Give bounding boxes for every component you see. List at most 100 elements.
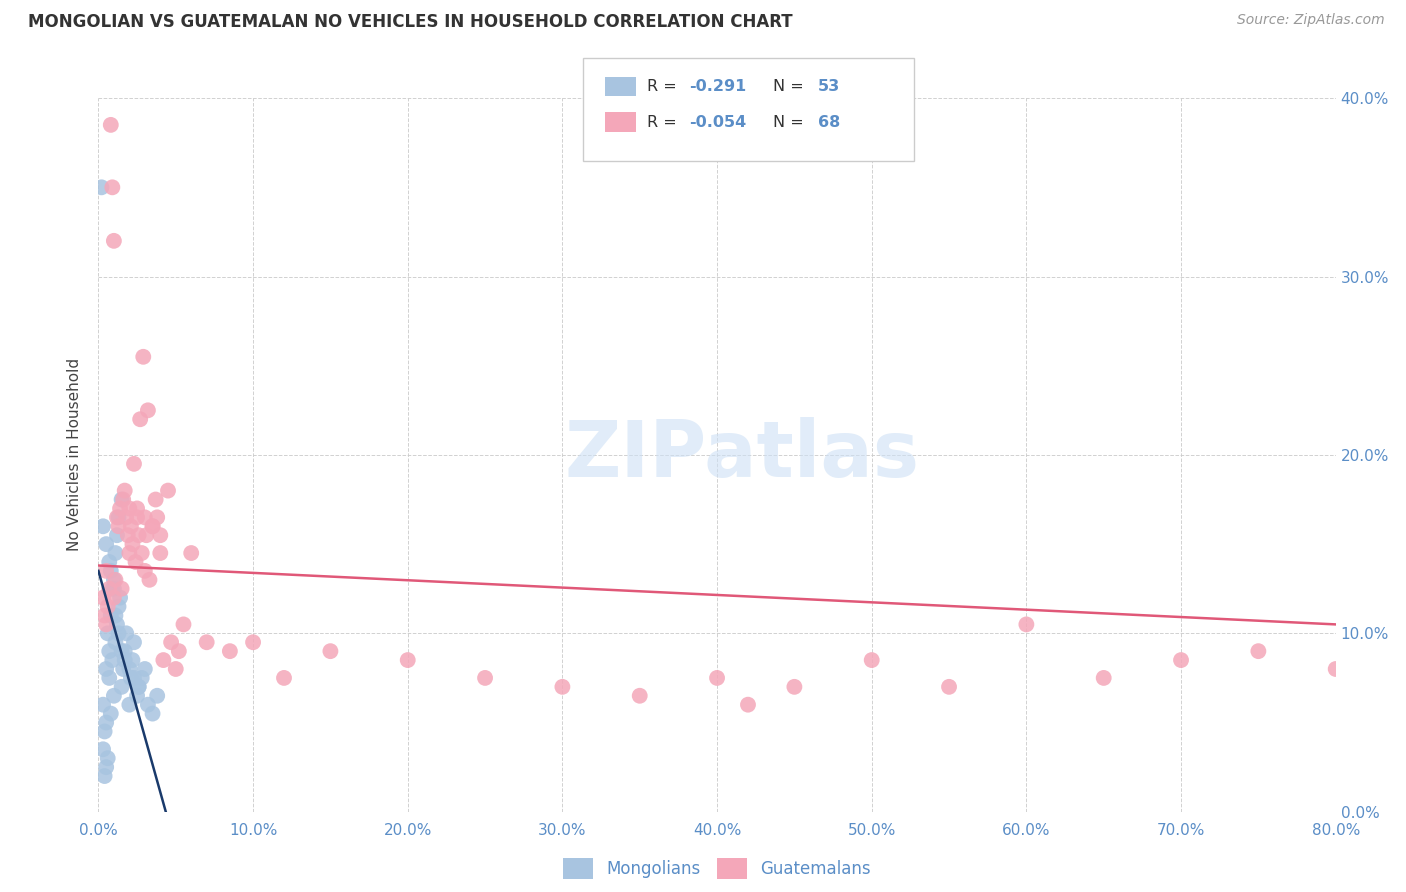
Point: [134, 510, 156, 524]
Point: [93, 724, 115, 739]
Point: [115, 510, 138, 524]
Y-axis label: No Vehicles in Household: No Vehicles in Household: [67, 359, 83, 551]
Point: [114, 483, 136, 498]
Point: [167, 644, 190, 658]
Point: [98, 644, 121, 658]
Point: [396, 653, 419, 667]
Point: [157, 483, 180, 498]
Point: [136, 698, 159, 712]
Point: [118, 546, 141, 560]
Text: R =: R =: [647, 115, 682, 129]
Point: [146, 689, 169, 703]
Point: [91, 742, 114, 756]
Point: [107, 626, 129, 640]
Text: MONGOLIAN VS GUATEMALAN NO VEHICLES IN HOUSEHOLD CORRELATION CHART: MONGOLIAN VS GUATEMALAN NO VEHICLES IN H…: [28, 13, 793, 31]
Point: [117, 528, 139, 542]
Point: [142, 706, 165, 721]
Point: [97, 751, 120, 765]
Point: [145, 492, 167, 507]
Point: [120, 671, 142, 685]
Point: [114, 653, 136, 667]
Point: [111, 680, 134, 694]
Text: ZIPatlas: ZIPatlas: [564, 417, 920, 493]
Point: [100, 118, 122, 132]
Point: [122, 671, 145, 685]
Point: [128, 528, 150, 542]
Point: [118, 698, 141, 712]
Point: [149, 528, 172, 542]
Point: [100, 608, 122, 623]
Point: [127, 510, 149, 524]
Point: [273, 671, 295, 685]
Point: [90, 180, 112, 194]
Point: [134, 564, 156, 578]
Point: [103, 582, 125, 596]
Point: [103, 573, 125, 587]
Point: [136, 403, 159, 417]
Point: [122, 457, 145, 471]
Point: [93, 608, 115, 623]
Point: [127, 501, 149, 516]
Point: [135, 528, 157, 542]
Point: [118, 501, 141, 516]
Point: [180, 546, 202, 560]
Point: [101, 653, 124, 667]
Legend: Mongolians, Guatemalans: Mongolians, Guatemalans: [557, 852, 877, 886]
Point: [96, 617, 118, 632]
Point: [91, 698, 114, 712]
Point: [101, 582, 124, 596]
Point: [160, 635, 183, 649]
Point: [96, 662, 118, 676]
Point: [142, 519, 165, 533]
Point: [98, 582, 121, 596]
Point: [1247, 644, 1270, 658]
Point: [107, 519, 129, 533]
Point: [195, 635, 218, 649]
Point: [134, 662, 156, 676]
Point: [107, 510, 129, 524]
Point: [124, 555, 146, 569]
Point: [118, 662, 141, 676]
Point: [173, 617, 195, 632]
Point: [1170, 653, 1192, 667]
Text: 68: 68: [818, 115, 841, 129]
Point: [111, 582, 134, 596]
Text: Source: ZipAtlas.com: Source: ZipAtlas.com: [1237, 13, 1385, 28]
Point: [706, 671, 728, 685]
Point: [103, 234, 125, 248]
Point: [107, 599, 129, 614]
Point: [938, 680, 960, 694]
Point: [105, 617, 128, 632]
Text: -0.054: -0.054: [689, 115, 747, 129]
Point: [1015, 617, 1038, 632]
Point: [101, 180, 124, 194]
Point: [783, 680, 806, 694]
Point: [152, 653, 174, 667]
Point: [111, 644, 134, 658]
Point: [242, 635, 264, 649]
Point: [128, 680, 150, 694]
Point: [96, 760, 118, 774]
Point: [105, 528, 128, 542]
Point: [111, 492, 134, 507]
Point: [122, 635, 145, 649]
Point: [103, 689, 125, 703]
Point: [115, 626, 138, 640]
Point: [219, 644, 242, 658]
Point: [120, 519, 142, 533]
Point: [121, 653, 143, 667]
Point: [108, 501, 131, 516]
Point: [108, 591, 131, 605]
Point: [628, 689, 651, 703]
Point: [121, 537, 143, 551]
Point: [149, 546, 172, 560]
Point: [100, 706, 122, 721]
Text: -0.291: -0.291: [689, 79, 747, 94]
Point: [103, 591, 125, 605]
Text: N =: N =: [773, 115, 810, 129]
Text: N =: N =: [773, 79, 810, 94]
Point: [860, 653, 883, 667]
Point: [131, 671, 153, 685]
Point: [1092, 671, 1115, 685]
Point: [97, 599, 120, 614]
